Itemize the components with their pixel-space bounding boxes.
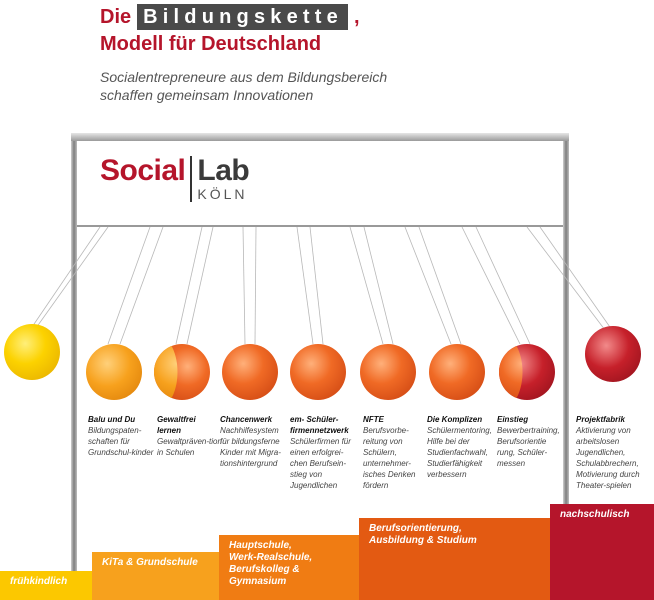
ball-chancenwerk [222,344,278,400]
ball-nfte [360,344,416,400]
string-nfte-a [349,226,384,345]
logo-lab-group: Lab KÖLN [197,152,250,202]
project-komplizen: Die Komplizen Schülermentoring, Hilfe be… [427,414,495,480]
logo-lab-word: Lab [197,154,250,187]
string-yellow-b [35,226,109,329]
project-name: Balu und Du [88,415,136,424]
frame-right-post [563,133,569,578]
main-title: Die Bildungskette , [100,4,360,30]
ball-projektfabrik [585,326,641,382]
string-einstieg-b [475,226,531,345]
string-chancenwerk-a [242,226,246,345]
string-komplizen-a [404,226,452,345]
string-gewaltfrei-b [186,226,214,345]
project-gewaltfrei: Gewaltfrei lernen Gewaltpräven-tion in S… [157,414,225,458]
project-nfte: NFTE Berufsvorbe-reitung von Schülern, u… [363,414,431,491]
project-text: Gewaltpräven-tion in Schulen [157,437,222,457]
project-name: Chancenwerk [220,415,273,424]
ball-komplizen [429,344,485,400]
ball-yellow [4,324,60,380]
project-einstieg: Einstieg Bewerbertraining, Berufsorienti… [497,414,560,469]
project-text: Nachhilfesystem für bildungsferne Kinder… [220,426,281,468]
project-name: Gewaltfrei lernen [157,415,196,435]
project-text: Bildungspaten-schaften für Grundschul-ki… [88,426,154,457]
project-text: Schülermentoring, Hilfe bei der Studienf… [427,426,492,479]
ball-em [290,344,346,400]
stage-berufsorientierung: Berufsorientierung, Ausbildung & Studium [359,518,550,600]
project-text: Schülerfirmen für einen erfolgrei-chen B… [290,437,351,490]
string-em-b [309,226,324,345]
stage-fruehkindlich: frühkindlich [0,571,92,600]
subtitle: Socialentrepreneure aus dem Bildungsbere… [100,68,430,104]
logo-divider [190,156,193,202]
project-name: em- Schüler-firmennetzwerk [290,415,349,435]
project-name: Einstieg [497,415,529,424]
title-comma: , [353,5,360,28]
string-komplizen-b [418,226,462,345]
project-name: Projektfabrik [576,415,625,424]
string-nfte-b [363,226,394,345]
project-text: Bewerbertraining, Berufsorientie rung, S… [497,426,560,468]
string-em-a [296,226,314,345]
logo-city: KÖLN [197,186,248,202]
string-balu-a [107,226,151,345]
frame-left-post [71,133,77,578]
stage-hauptschule: Hauptschule, Werk-Realschule, Berufskoll… [219,535,359,600]
project-text: Berufsvorbe-reitung von Schülern, untern… [363,426,416,490]
title-boxed-word: Bildungskette [137,4,348,30]
project-chancenwerk: Chancenwerk Nachhilfesystem für bildungs… [220,414,288,469]
logo-board [77,141,563,227]
project-em: em- Schüler-firmennetzwerk Schülerfirmen… [290,414,358,491]
string-projektfabrik-a [526,226,606,331]
subtitle-line-2: schaffen gemeinsam Innovationen [100,87,314,103]
title-line-2: Modell für Deutschland [100,33,322,55]
stage-nachschulisch: nachschulisch [550,504,654,600]
string-projektfabrik-b [539,226,613,331]
ball-balu [86,344,142,400]
project-balu: Balu und Du Bildungspaten-schaften für G… [88,414,156,458]
project-text: Aktivierung von arbeitslosen Jugendliche… [576,426,640,490]
frame-top-bar [71,133,569,141]
subtitle-line-1: Socialentrepreneure aus dem Bildungsbere… [100,69,388,85]
string-gewaltfrei-a [175,226,203,345]
string-chancenwerk-b [254,226,257,345]
logo-social-word: Social [100,154,186,187]
ball-einstieg [499,344,555,400]
stage-kita-grundschule: KiTa & Grundschule [92,552,219,600]
string-einstieg-a [461,226,521,345]
string-balu-b [119,226,164,345]
title-prefix: Die [100,5,132,28]
ball-einstieg-half [499,344,523,400]
project-projektfabrik: Projektfabrik Aktivierung von arbeitslos… [576,414,646,491]
social-lab-logo: Social Lab KÖLN [100,152,250,202]
project-name: NFTE [363,415,384,424]
string-yellow-a [29,226,101,331]
ball-gewaltfrei [154,344,210,400]
ball-gewaltfrei-half [154,344,178,400]
project-name: Die Komplizen [427,415,483,424]
